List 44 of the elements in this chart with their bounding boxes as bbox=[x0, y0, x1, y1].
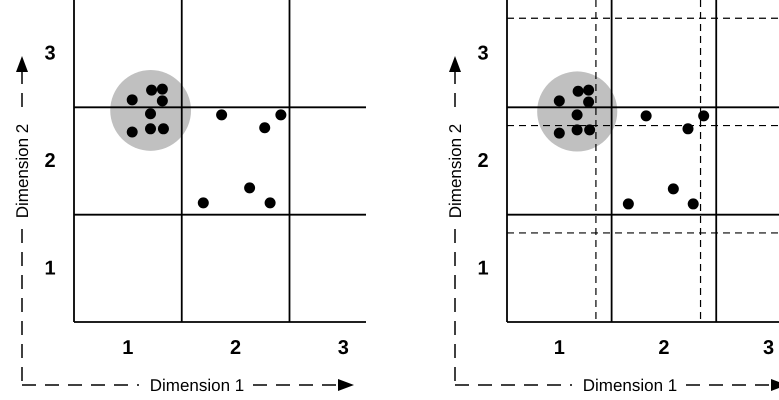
y-tick-label: 3 bbox=[44, 42, 56, 65]
y-tick-label: 2 bbox=[44, 150, 56, 172]
point bbox=[126, 126, 138, 138]
point bbox=[145, 108, 156, 120]
y-axis-title: Dimension 2 bbox=[446, 124, 465, 218]
x-axis-title: Dimension 1 bbox=[582, 376, 678, 395]
point bbox=[264, 197, 276, 208]
point bbox=[572, 124, 583, 136]
x-tick-label: 2 bbox=[658, 337, 670, 359]
x-tick-label: 3 bbox=[338, 337, 349, 359]
point bbox=[622, 198, 634, 210]
y-tick-label: 3 bbox=[477, 42, 489, 65]
y-tick-label: 2 bbox=[477, 150, 489, 172]
point bbox=[145, 123, 156, 134]
y-tick-label: 1 bbox=[44, 257, 56, 280]
point bbox=[216, 109, 228, 120]
point bbox=[146, 84, 158, 96]
point bbox=[158, 123, 169, 134]
y-tick-label: 1 bbox=[477, 257, 489, 280]
point bbox=[583, 96, 594, 108]
x-tick-label: 3 bbox=[762, 337, 774, 359]
y-axis-title: Dimension 2 bbox=[13, 124, 32, 218]
x-tick-label: 2 bbox=[230, 337, 242, 359]
point bbox=[554, 95, 565, 106]
point bbox=[583, 84, 594, 96]
point bbox=[244, 182, 256, 194]
point bbox=[682, 123, 694, 134]
x-tick-label: 1 bbox=[554, 337, 565, 359]
point bbox=[688, 198, 699, 210]
point bbox=[198, 197, 209, 208]
x-tick-label: 1 bbox=[122, 337, 134, 359]
point bbox=[572, 109, 583, 120]
point bbox=[698, 110, 710, 122]
x-axis-title: Dimension 1 bbox=[150, 376, 244, 395]
point bbox=[554, 128, 565, 139]
point bbox=[640, 110, 652, 122]
point bbox=[156, 95, 168, 106]
point bbox=[572, 86, 584, 97]
point bbox=[126, 94, 138, 106]
point bbox=[156, 84, 168, 95]
point bbox=[668, 183, 679, 194]
point bbox=[259, 122, 270, 134]
point bbox=[584, 124, 596, 136]
point bbox=[275, 109, 286, 120]
